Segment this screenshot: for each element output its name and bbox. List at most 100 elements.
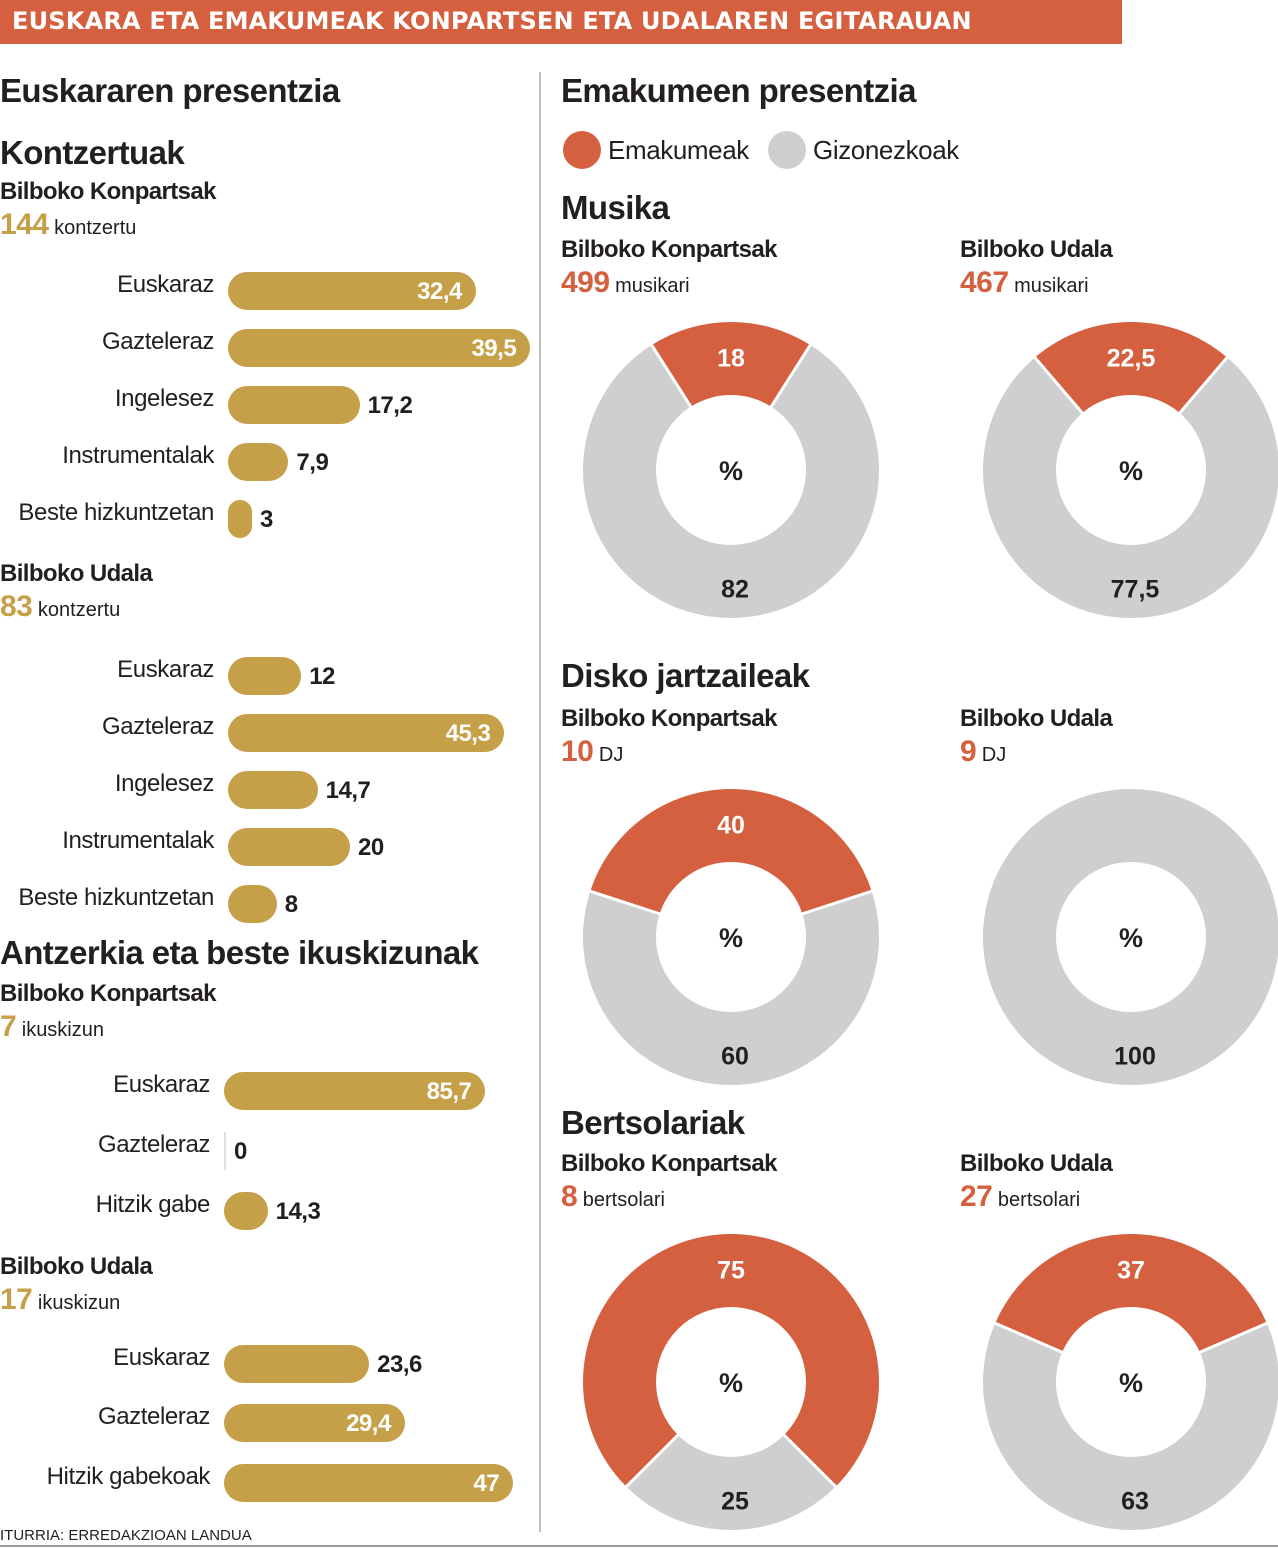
chart-count-unit: ikuskizun xyxy=(32,1292,121,1314)
bar-value-label: 12 xyxy=(309,663,335,690)
donut-slice-separator xyxy=(624,1433,680,1489)
chart-count-value: 10 xyxy=(561,735,594,768)
bar-mark xyxy=(228,828,350,866)
chart-count-unit: DJ xyxy=(593,744,624,766)
donut-slice-separator xyxy=(1033,355,1085,415)
donut-value-women: 75 xyxy=(717,1257,745,1285)
chart-count-unit: kontzertu xyxy=(48,217,137,239)
right-column-title: Emakumeen presentzia xyxy=(561,72,916,109)
donut-slice-women xyxy=(995,1234,1267,1353)
chart-count-value: 83 xyxy=(0,590,33,623)
chart-count-line: 467 musikari xyxy=(960,266,1089,300)
donut-svg: 40 60% xyxy=(583,788,879,1085)
section-title-dj: Disko jartzaileak xyxy=(561,657,810,694)
chart-org-name: Bilboko Udala xyxy=(960,236,1113,263)
donut-value-men: 63 xyxy=(1121,1488,1149,1516)
bar-category-label: Beste hizkuntzetan xyxy=(18,499,214,526)
legend-men-swatch xyxy=(768,131,806,169)
bar-category-label: Hitzik gabekoak xyxy=(46,1463,211,1490)
bar-mark xyxy=(224,1132,226,1170)
footer-rule xyxy=(0,1545,1278,1547)
bar-category-label: Instrumentalak xyxy=(62,827,214,854)
chart-count-value: 27 xyxy=(960,1180,993,1213)
donut-slice-men xyxy=(583,345,879,618)
bar-mark xyxy=(224,1072,486,1110)
donut-slice-separator xyxy=(782,1433,838,1489)
left-column-title: Euskararen presentzia xyxy=(0,72,340,109)
bar-value-label: 17,2 xyxy=(367,392,413,419)
bar-mark xyxy=(228,272,476,310)
donut-center-label: % xyxy=(719,923,743,953)
donut-svg: 75 25% xyxy=(583,1234,879,1530)
bar-value-label: 29,4 xyxy=(346,1410,391,1437)
donut-svg: 100% xyxy=(983,789,1278,1085)
chart-org-name: Bilboko Konpartsak xyxy=(561,236,778,263)
chart-org-name: Bilboko Udala xyxy=(960,1150,1113,1177)
donut-value-men: 82 xyxy=(721,576,749,604)
bar-value-label: 39,5 xyxy=(471,335,517,362)
bar-mark xyxy=(228,500,252,538)
donut-slice-women xyxy=(651,322,811,407)
chart-count-line: 27 bertsolari xyxy=(960,1180,1080,1214)
chart-count-unit: DJ xyxy=(976,744,1007,766)
donut-slice-separator xyxy=(1177,355,1229,415)
chart-count-line: 8 bertsolari xyxy=(561,1180,665,1214)
donut-slice-separator xyxy=(1198,1321,1269,1354)
donut-center-label: % xyxy=(1119,456,1143,486)
chart-org-name: Bilboko Konpartsak xyxy=(561,705,778,732)
banner-title: EUSKARA ETA EMAKUMEAK KONPARTSEN ETA UDA… xyxy=(12,7,972,35)
bar-category-label: Hitzik gabe xyxy=(95,1191,211,1218)
bar-mark xyxy=(228,714,505,752)
donut-svg: 18 82% xyxy=(583,322,879,618)
donut-svg: 37 63% xyxy=(983,1234,1278,1530)
chart-org-name: Bilboko Konpartsak xyxy=(0,178,217,205)
chart-org-name: Bilboko Udala xyxy=(0,1253,153,1280)
bar-mark xyxy=(224,1192,268,1230)
bar-category-label: Gazteleraz xyxy=(101,713,214,740)
bar-value-label: 20 xyxy=(358,834,384,861)
bar-mark xyxy=(228,885,277,923)
donut-slice-separator xyxy=(993,1321,1064,1354)
bar-category-label: Ingelesez xyxy=(114,385,215,412)
chart-count-line: 144 kontzertu xyxy=(0,208,136,242)
donut-slice-men xyxy=(983,357,1278,619)
bar-category-label: Gazteleraz xyxy=(97,1131,210,1158)
chart-count-unit: kontzertu xyxy=(32,599,121,621)
donut-slice-men xyxy=(583,891,879,1085)
section-title-theatre: Antzerkia eta beste ikuskizunak xyxy=(0,934,479,971)
bar-category-label: Ingelesez xyxy=(114,770,215,797)
bar-mark xyxy=(224,1345,370,1383)
donut-slice-separator xyxy=(649,343,693,409)
bar-mark xyxy=(228,329,531,367)
donut-center-label: % xyxy=(1119,1368,1143,1398)
bar-category-label: Euskaraz xyxy=(113,1071,210,1098)
chart-count-line: 17 ikuskizun xyxy=(0,1283,120,1317)
donut-value-women: 18 xyxy=(717,345,745,373)
chart-count-value: 9 xyxy=(960,735,977,768)
legend-women-swatch xyxy=(563,131,601,169)
chart-count-value: 7 xyxy=(0,1010,17,1043)
section-title-music: Musika xyxy=(561,189,670,226)
chart-org-name: Bilboko Konpartsak xyxy=(0,980,217,1007)
bar-category-label: Gazteleraz xyxy=(101,328,214,355)
chart-count-line: 10 DJ xyxy=(561,735,623,769)
bar-mark xyxy=(224,1464,514,1502)
chart-count-value: 144 xyxy=(0,208,49,241)
donut-value-women: 37 xyxy=(1117,1257,1145,1285)
donut-svg: 22,5 77,5% xyxy=(983,322,1278,619)
legend-men-label: Gizonezkoak xyxy=(813,135,959,165)
chart-count-line: 7 ikuskizun xyxy=(0,1010,104,1044)
donut-value-women: 40 xyxy=(717,812,745,840)
title-banner: EUSKARA ETA EMAKUMEAK KONPARTSEN ETA UDA… xyxy=(0,0,1122,44)
legend-women-label: Emakumeak xyxy=(608,135,749,165)
chart-count-unit: bertsolari xyxy=(992,1189,1081,1211)
donut-value-women: 22,5 xyxy=(1107,345,1156,373)
donut-slice-women xyxy=(1034,322,1228,413)
bar-category-label: Gazteleraz xyxy=(97,1403,210,1430)
bar-mark xyxy=(228,443,289,481)
donut-center-label: % xyxy=(719,456,743,486)
donut-value-men: 25 xyxy=(721,1488,749,1516)
donut-slice-separator xyxy=(769,343,813,409)
bar-mark xyxy=(228,657,302,695)
donut-center-label: % xyxy=(719,1368,743,1398)
